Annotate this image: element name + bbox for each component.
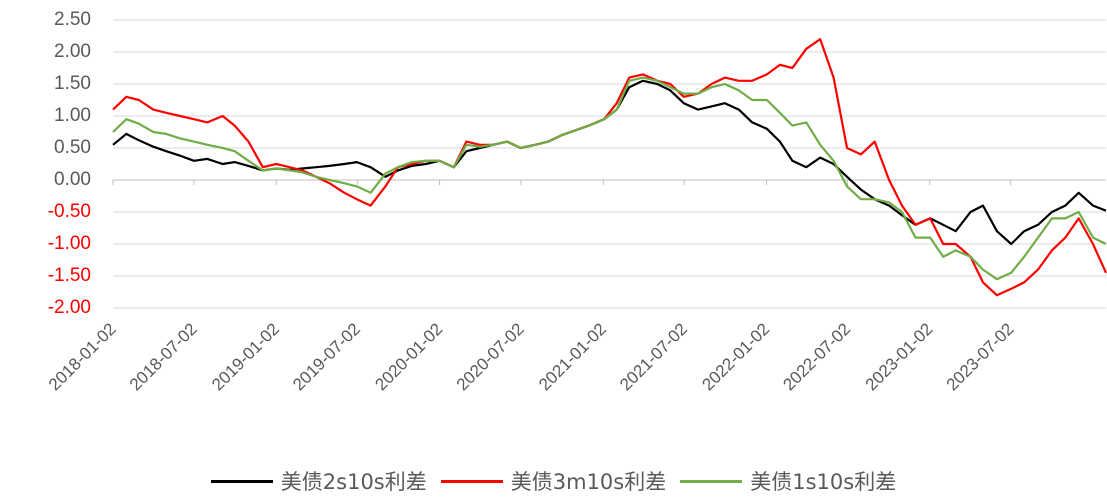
legend-label-1s10s: 美债1s10s利差 xyxy=(750,470,897,494)
y-axis-ticks: 2.50 2.00 1.50 1.00 0.50 0.00 -0.50 -1.00 -1.50 -… xyxy=(48,9,91,318)
x-tick-label: 2019-07-02 xyxy=(289,319,364,394)
y-tick-label: 0.00 xyxy=(54,169,91,190)
x-tick-label: 2021-01-02 xyxy=(535,319,610,394)
legend-item-1s10s: 美债1s10s利差 xyxy=(680,466,896,496)
series-lines xyxy=(112,38,1107,297)
legend-swatch-2s10s xyxy=(210,479,273,483)
legend-swatch-3m10s xyxy=(440,479,503,483)
series-line-2 xyxy=(112,76,1107,281)
x-tick-label: 2020-01-02 xyxy=(371,319,446,394)
legend-item-2s10s: 美债2s10s利差 xyxy=(210,466,427,496)
y-tick-label: -1.00 xyxy=(48,233,91,254)
x-tick-label: 2018-07-02 xyxy=(126,319,201,394)
legend-label-3m10s: 美债3m10s利差 xyxy=(510,470,667,494)
y-tick-label: 2.00 xyxy=(54,41,91,62)
legend: 美债2s10s利差 美债3m10s利差 美债1s10s利差 xyxy=(0,465,1107,497)
x-tick-label: 2020-07-02 xyxy=(453,319,528,394)
y-tick-label: 2.50 xyxy=(54,9,91,30)
series-line-0 xyxy=(112,79,1107,246)
x-tick-label: 2022-01-02 xyxy=(698,319,773,394)
y-tick-label: 0.50 xyxy=(54,137,91,158)
legend-swatch-1s10s xyxy=(680,479,743,483)
x-tick-label: 2021-07-02 xyxy=(616,319,691,394)
x-tick-label: 2022-07-02 xyxy=(779,319,854,394)
series-line-1 xyxy=(112,38,1107,297)
gridlines xyxy=(113,19,1106,309)
x-tick-label: 2019-01-02 xyxy=(208,319,283,394)
legend-item-3m10s: 美债3m10s利差 xyxy=(440,466,667,496)
legend-label-2s10s: 美债2s10s利差 xyxy=(280,470,427,494)
y-tick-label: 1.50 xyxy=(54,73,91,94)
y-tick-label: -0.50 xyxy=(48,201,91,222)
x-tick-label: 2023-07-02 xyxy=(943,319,1018,394)
x-tick-label: 2023-01-02 xyxy=(862,319,937,394)
y-tick-label: 1.00 xyxy=(54,105,91,126)
x-tick-label: 2018-01-02 xyxy=(45,319,120,394)
y-tick-label: -1.50 xyxy=(48,265,91,286)
y-tick-label: -2.00 xyxy=(48,297,91,318)
